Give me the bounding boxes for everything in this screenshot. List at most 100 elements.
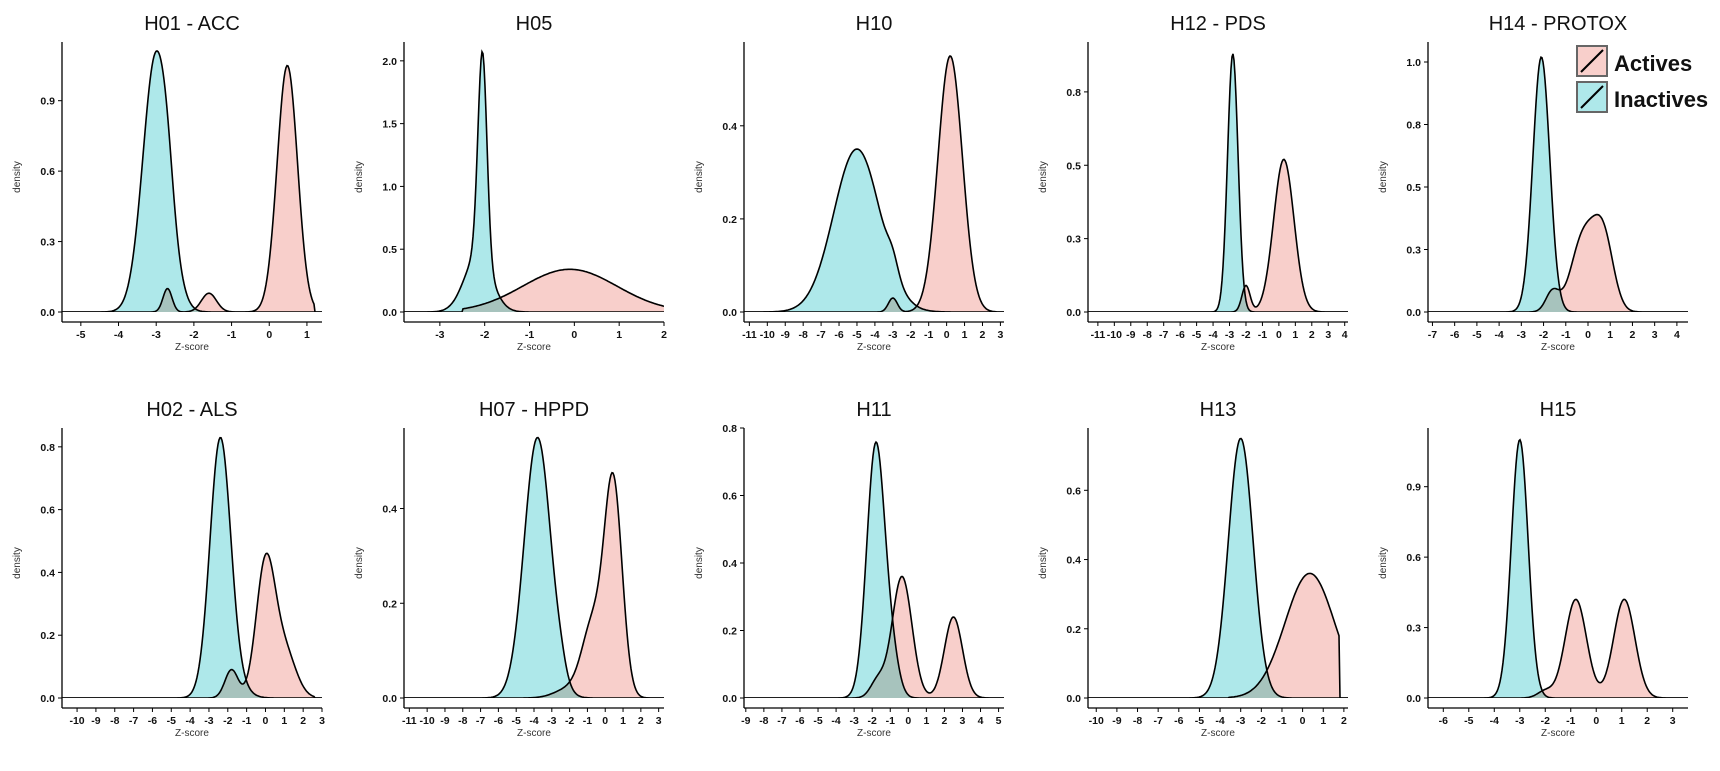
x-axis-label: Z-score bbox=[1541, 342, 1575, 353]
actives-density-line bbox=[62, 552, 322, 698]
y-tick-label: 0.3 bbox=[40, 237, 55, 249]
inactives-density-area bbox=[1428, 439, 1688, 698]
x-tick-label: -6 bbox=[494, 715, 503, 727]
plot-area bbox=[1428, 438, 1688, 698]
x-tick-label: -1 bbox=[924, 329, 933, 341]
x-tick-label: 2 bbox=[1644, 715, 1650, 727]
panel-10: 0.0 0.3 0.6 0.9 -6 -5 -4 -3 -2 -1 0 1 2 3 H15 Z-score de… bbox=[1378, 399, 1688, 739]
y-tick-label: 0.3 bbox=[1066, 234, 1081, 246]
y-tick-label: 0.2 bbox=[722, 214, 737, 226]
x-tick-label: 3 bbox=[960, 715, 966, 727]
x-tick-label: -3 bbox=[888, 329, 897, 341]
x-tick-label: -1 bbox=[1566, 715, 1575, 727]
x-tick-label: -3 bbox=[1517, 329, 1526, 341]
actives-density-area bbox=[1088, 159, 1348, 312]
x-tick-label: 1 bbox=[304, 329, 310, 341]
plot-area bbox=[744, 55, 1004, 312]
y-tick-label: 0.0 bbox=[1066, 307, 1081, 319]
x-tick-label: 0 bbox=[571, 329, 577, 341]
x-tick-label: -1 bbox=[227, 329, 236, 341]
x-tick-label: -3 bbox=[547, 715, 556, 727]
x-tick-label: -5 bbox=[852, 329, 861, 341]
x-axis-label: Z-score bbox=[857, 342, 891, 353]
y-tick-label: 0.2 bbox=[382, 598, 397, 610]
x-axis-label: Z-score bbox=[175, 342, 209, 353]
panel-1: 0.0 0.3 0.6 0.9 -5 -4 -3 -2 -1 0 1 H01 - ACC Z-score… bbox=[12, 13, 322, 353]
plot-area bbox=[62, 49, 322, 312]
x-tick-label: -3 bbox=[1236, 715, 1245, 727]
x-axis-label: Z-score bbox=[1541, 728, 1575, 739]
x-tick-label: -9 bbox=[440, 715, 449, 727]
x-tick-label: -4 bbox=[529, 715, 538, 727]
x-tick-label: -8 bbox=[1143, 329, 1152, 341]
y-tick-label: 0.2 bbox=[40, 630, 55, 642]
x-tick-label: -2 bbox=[189, 329, 198, 341]
x-tick-label: 2 bbox=[941, 715, 947, 727]
x-tick-label: 0 bbox=[1593, 715, 1599, 727]
y-tick-label: 0.3 bbox=[1406, 623, 1421, 635]
x-tick-label: -8 bbox=[799, 329, 808, 341]
x-tick-label: 1 bbox=[962, 329, 968, 341]
x-tick-label: -4 bbox=[870, 329, 879, 341]
x-tick-label: -7 bbox=[129, 715, 138, 727]
x-tick-label: -8 bbox=[1133, 715, 1142, 727]
x-tick-label: 2 bbox=[661, 329, 667, 341]
x-tick-label: 0 bbox=[602, 715, 608, 727]
plot-area bbox=[744, 440, 1004, 698]
x-tick-label: -1 bbox=[1561, 329, 1570, 341]
actives-density-area bbox=[404, 269, 664, 312]
plot-area bbox=[404, 49, 664, 312]
x-tick-label: -5 bbox=[76, 329, 85, 341]
y-axis-label: density bbox=[1038, 547, 1049, 579]
x-tick-label: 3 bbox=[997, 329, 1003, 341]
y-tick-label: 0.0 bbox=[40, 693, 55, 705]
x-tick-label: -3 bbox=[1225, 329, 1234, 341]
x-tick-label: -5 bbox=[167, 715, 176, 727]
x-tick-label: -8 bbox=[110, 715, 119, 727]
x-tick-label: -6 bbox=[834, 329, 843, 341]
x-tick-label: -5 bbox=[1464, 715, 1473, 727]
x-tick-label: 1 bbox=[620, 715, 626, 727]
x-tick-label: -5 bbox=[1195, 715, 1204, 727]
x-tick-label: -7 bbox=[1153, 715, 1162, 727]
inactives-density-line bbox=[404, 49, 664, 312]
x-tick-label: 0 bbox=[1276, 329, 1282, 341]
actives-density-line bbox=[404, 471, 664, 698]
x-tick-label: 4 bbox=[1674, 329, 1680, 341]
x-tick-label: -7 bbox=[1428, 329, 1437, 341]
x-tick-label: -10 bbox=[420, 715, 435, 727]
x-tick-label: 1 bbox=[616, 329, 622, 341]
inactives-density-area bbox=[404, 437, 664, 698]
x-tick-label: -5 bbox=[1472, 329, 1481, 341]
inactives-density-line bbox=[1428, 56, 1688, 312]
x-tick-label: -2 bbox=[223, 715, 232, 727]
x-tick-label: 1 bbox=[1619, 715, 1625, 727]
panel-title: H14 - PROTOX bbox=[1489, 13, 1628, 35]
y-tick-label: 0.0 bbox=[1406, 693, 1421, 705]
x-tick-label: -3 bbox=[849, 715, 858, 727]
inactives-density-area bbox=[404, 51, 664, 312]
actives-density-area bbox=[1428, 599, 1688, 698]
x-tick-label: -11 bbox=[742, 329, 757, 341]
x-tick-label: 3 bbox=[656, 715, 662, 727]
x-tick-label: 2 bbox=[1341, 715, 1347, 727]
x-tick-label: -11 bbox=[402, 715, 417, 727]
x-tick-label: 4 bbox=[1342, 329, 1348, 341]
actives-density-line bbox=[1088, 158, 1348, 312]
inactives-density-line bbox=[1088, 437, 1348, 698]
y-tick-label: 0.0 bbox=[1066, 693, 1081, 705]
x-tick-label: -9 bbox=[1112, 715, 1121, 727]
actives-density-line bbox=[404, 268, 664, 312]
panel-3: 0.00.20.4-11 -10 -9 -8 -7 -6 -5 -4 -3 -2 -1 0 1 2 3H10… bbox=[694, 13, 1004, 353]
y-tick-label: 0.0 bbox=[40, 307, 55, 319]
inactives-density-line bbox=[1088, 53, 1348, 312]
y-tick-label: 0.6 bbox=[1066, 485, 1081, 497]
inactives-density-line bbox=[1428, 438, 1688, 698]
y-tick-label: 0.0 bbox=[382, 693, 397, 705]
panel-title: H02 - ALS bbox=[146, 399, 237, 421]
x-tick-label: -2 bbox=[868, 715, 877, 727]
x-tick-label: -8 bbox=[759, 715, 768, 727]
x-tick-label: 3 bbox=[1325, 329, 1331, 341]
x-tick-label: -9 bbox=[741, 715, 750, 727]
